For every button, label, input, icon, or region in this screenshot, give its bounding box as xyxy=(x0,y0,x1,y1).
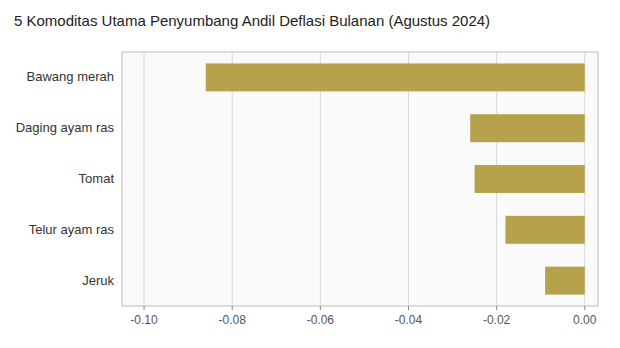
x-tick-labels: -0.10 -0.08 -0.06 -0.04 -0.02 0.00 xyxy=(130,306,596,327)
tick-label: -0.10 xyxy=(130,313,158,327)
y-tick-labels: Bawang merah Daging ayam ras Tomat Telur ay… xyxy=(16,69,115,287)
page: {"chart_data": {"type": "bar", "orientat… xyxy=(0,0,620,348)
tick-label: -0.02 xyxy=(483,313,511,327)
chart-container: 5 Komoditas Utama Penyumbang Andil Defla… xyxy=(0,0,620,348)
grid-line xyxy=(144,52,145,306)
plot-frame xyxy=(122,52,598,306)
bars xyxy=(206,63,585,294)
tick-mark xyxy=(320,306,321,310)
tick-mark xyxy=(232,306,233,310)
tick-label: -0.08 xyxy=(219,313,247,327)
tick-label: -0.06 xyxy=(307,313,335,327)
bar xyxy=(470,114,585,142)
chart: 5 Komoditas Utama Penyumbang Andil Defla… xyxy=(0,0,620,348)
category-label: Telur ayam ras xyxy=(29,222,115,237)
category-label: Jeruk xyxy=(82,273,114,288)
bar xyxy=(505,216,584,244)
x-grid xyxy=(144,52,585,306)
tick-mark xyxy=(584,306,585,310)
bar xyxy=(475,165,585,193)
title: 5 Komoditas Utama Penyumbang Andil Defla… xyxy=(14,12,490,29)
category-label: Daging ayam ras xyxy=(16,120,115,135)
bar xyxy=(206,63,585,91)
tick-label: 0.00 xyxy=(573,313,597,327)
category-label: Bawang merah xyxy=(27,69,114,84)
tick-label: -0.04 xyxy=(395,313,423,327)
bar xyxy=(545,267,585,295)
tick-mark xyxy=(144,306,145,310)
category-label: Tomat xyxy=(79,171,115,186)
tick-mark xyxy=(408,306,409,310)
tick-mark xyxy=(496,306,497,310)
